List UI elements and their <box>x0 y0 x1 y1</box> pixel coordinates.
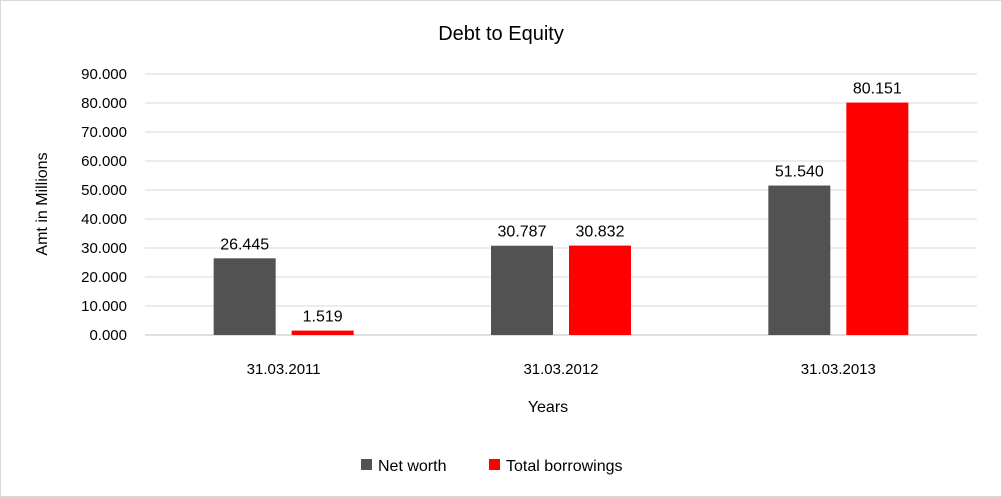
data-label: 30.787 <box>498 224 547 241</box>
legend-label: Net worth <box>378 458 446 475</box>
data-label: 26.445 <box>220 236 269 253</box>
x-tick-label: 31.03.2011 <box>247 361 321 378</box>
y-axis-title: Amt in Millions <box>34 152 51 255</box>
bar <box>768 185 831 335</box>
gridlines <box>145 73 977 336</box>
y-tick-label: 90.000 <box>81 66 127 83</box>
legend: Net worth Total borrowings <box>361 458 623 475</box>
data-label: 30.832 <box>576 224 625 241</box>
y-tick-label: 70.000 <box>81 124 127 141</box>
y-tick-label: 10.000 <box>81 298 127 315</box>
bar <box>846 102 909 335</box>
legend-swatch <box>361 459 372 470</box>
chart-title: Debt to Equity <box>438 23 564 45</box>
data-label: 1.519 <box>303 309 343 326</box>
y-tick-label: 30.000 <box>81 240 127 257</box>
y-tick-label: 80.000 <box>81 95 127 112</box>
data-label: 80.151 <box>853 81 902 98</box>
x-axis-ticks: 31.03.2011 31.03.2012 31.03.2013 <box>247 361 876 378</box>
y-axis-ticks: 0.000 10.000 20.000 30.000 40.000 50.000 60.00… <box>81 66 127 344</box>
data-labels: 26.445 1.519 30.787 30.832 51.540 80.151 <box>220 81 902 326</box>
x-tick-label: 31.03.2012 <box>523 361 598 378</box>
x-axis-title: Years <box>528 399 568 416</box>
bars <box>213 102 909 335</box>
y-tick-label: 60.000 <box>81 153 127 170</box>
y-tick-label: 20.000 <box>81 269 127 286</box>
bar <box>491 245 553 335</box>
bar <box>213 258 276 335</box>
y-tick-label: 0.000 <box>89 327 127 344</box>
bar <box>569 245 631 335</box>
legend-label: Total borrowings <box>506 458 623 475</box>
legend-swatch <box>489 459 500 470</box>
data-label: 51.540 <box>775 164 824 181</box>
y-tick-label: 50.000 <box>81 182 127 199</box>
y-tick-label: 40.000 <box>81 211 127 228</box>
x-tick-label: 31.03.2013 <box>801 361 876 378</box>
bar <box>291 330 354 335</box>
